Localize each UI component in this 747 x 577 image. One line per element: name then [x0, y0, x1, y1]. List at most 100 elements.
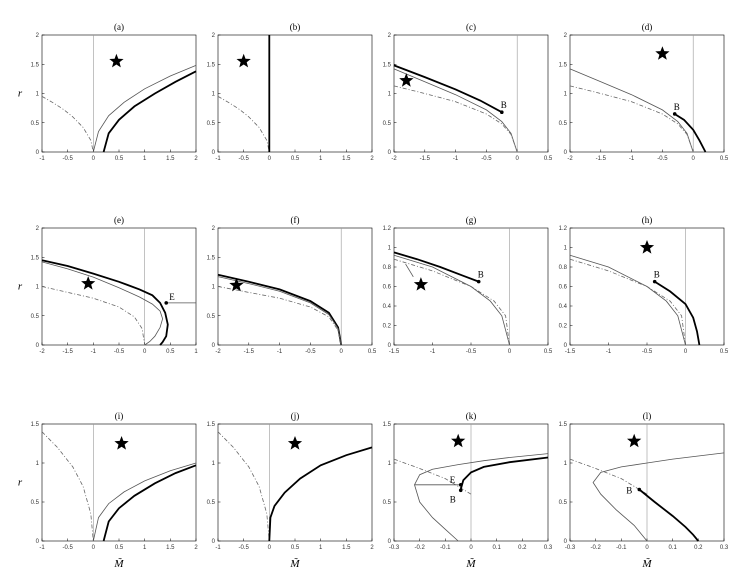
y-tick-label: 2 [36, 226, 40, 232]
x-tick-label: -0.5 [305, 349, 316, 355]
x-axis-label: M̃ [465, 557, 476, 570]
x-tick-label: 2 [194, 156, 198, 162]
y-tick-label: 1 [212, 461, 216, 467]
series-line-thick [102, 464, 197, 542]
series-line-dashdot [41, 431, 94, 542]
series-line-dashdot [569, 85, 694, 153]
star-marker [627, 433, 642, 448]
y-tick-label: 0.5 [31, 121, 40, 127]
x-tick-label: 0.2 [694, 545, 703, 551]
star-marker [81, 276, 96, 290]
series-line-thick [674, 113, 707, 153]
y-tick-label: 1 [36, 461, 40, 467]
series-line-thin [569, 68, 694, 153]
x-tick-label: -0.2 [414, 545, 425, 551]
point-marker [164, 301, 169, 305]
x-tick-label: 0.5 [115, 156, 124, 162]
point-label: B [654, 270, 660, 280]
x-tick-label: 0.5 [368, 349, 377, 355]
star-marker [655, 46, 670, 60]
y-tick-label: 0.5 [383, 500, 392, 506]
x-tick-label: -1 [39, 156, 45, 162]
x-tick-label: -1 [277, 349, 283, 355]
star-marker [287, 436, 303, 450]
point-marker [476, 279, 481, 284]
series-line-thin [217, 276, 342, 346]
series-line-dashdot [217, 431, 270, 542]
y-tick-label: 1.5 [207, 62, 216, 68]
plot-frame [393, 34, 549, 153]
y-tick-label: 0 [212, 150, 216, 156]
x-tick-label: -0.5 [642, 349, 653, 355]
series-line-thick [268, 446, 373, 542]
series-line-thick [459, 456, 549, 490]
x-tick-label: -1.5 [62, 349, 73, 355]
panel-title: (i) [115, 411, 124, 421]
point-label: E [169, 292, 175, 302]
x-tick-label: -1 [606, 349, 612, 355]
plot-frame [217, 34, 373, 153]
point-marker [500, 110, 504, 115]
x-tick-label: 0.5 [115, 545, 124, 551]
x-tick-label: 1.5 [342, 545, 351, 551]
x-tick-label: 0 [268, 156, 272, 162]
y-tick-label: 0 [388, 150, 392, 156]
point-marker [458, 483, 463, 487]
x-tick-label: 0 [692, 156, 696, 162]
x-tick-label: -0.5 [657, 156, 668, 162]
x-tick-label: 0.5 [291, 545, 300, 551]
x-tick-label: 0 [508, 349, 512, 355]
x-tick-label: 0 [469, 545, 473, 551]
x-tick-label: -2 [391, 156, 397, 162]
panel-title: (j) [291, 411, 300, 421]
x-axis-label: M̃ [289, 557, 300, 570]
x-tick-label: -0.3 [565, 545, 576, 551]
series-line-thick [217, 273, 343, 346]
panel-i: (i) -1 -0.5 0 0.5 1 1.5 2 0 0.5 1 1.5 r M̃ [18, 411, 198, 570]
y-axis-label: r [18, 281, 23, 293]
x-tick-label: 1 [143, 156, 147, 162]
x-tick-label: -0.5 [238, 156, 249, 162]
point-label: B [626, 486, 632, 496]
x-tick-label: 2 [370, 545, 374, 551]
series-line-dashdot [217, 96, 270, 153]
x-tick-label: 1 [194, 349, 198, 355]
series-line-dashdot [41, 96, 94, 153]
y-tick-label: 2 [388, 33, 392, 39]
x-tick-label: -1.5 [244, 349, 255, 355]
y-tick-label: 0.5 [31, 500, 40, 506]
y-tick-label: 1.5 [207, 422, 216, 428]
panel-b: (b) -1 -0.5 0 0.5 1 1.5 2 0 0.5 1 1.5 2 [207, 22, 375, 162]
x-tick-label: -0.3 [389, 545, 400, 551]
y-axis-label: r [18, 88, 23, 100]
x-tick-label: -1 [430, 349, 436, 355]
y-tick-label: 1 [388, 246, 392, 252]
panel-title: (e) [114, 215, 124, 225]
panel-j: (j) -1 -0.5 0 0.5 1 1.5 2 0 0.5 1 1.5 M̃ [207, 411, 375, 570]
panel-k: (k) -0.3 -0.2 -0.1 0 0.1 0.2 0.3 0 0.5 1 1.5 M̃ EB [383, 411, 553, 570]
y-tick-label: 1 [564, 246, 568, 252]
y-tick-label: 0 [388, 539, 392, 545]
x-tick-label: -0.1 [440, 545, 451, 551]
series-line-dashdot [393, 85, 518, 153]
series-line-thick [41, 259, 169, 346]
x-tick-label: -1 [215, 545, 221, 551]
y-tick-label: 0 [36, 150, 40, 156]
y-tick-label: 0 [36, 343, 40, 349]
x-tick-label: -2 [215, 349, 221, 355]
series-line-dashdot [41, 286, 146, 346]
x-tick-label: 1 [143, 545, 147, 551]
panel-title: (d) [642, 22, 653, 32]
y-tick-label: 0.5 [207, 121, 216, 127]
point-label: B [674, 102, 680, 112]
x-tick-label: 2 [194, 545, 198, 551]
star-marker [114, 436, 129, 450]
x-tick-label: 0 [92, 545, 96, 551]
series-line-thick [654, 280, 701, 346]
x-tick-label: 0.5 [720, 349, 729, 355]
x-tick-label: 1.5 [342, 156, 351, 162]
y-tick-label: 0 [388, 343, 392, 349]
x-tick-label: -2 [567, 156, 573, 162]
x-tick-label: 0.1 [492, 545, 501, 551]
